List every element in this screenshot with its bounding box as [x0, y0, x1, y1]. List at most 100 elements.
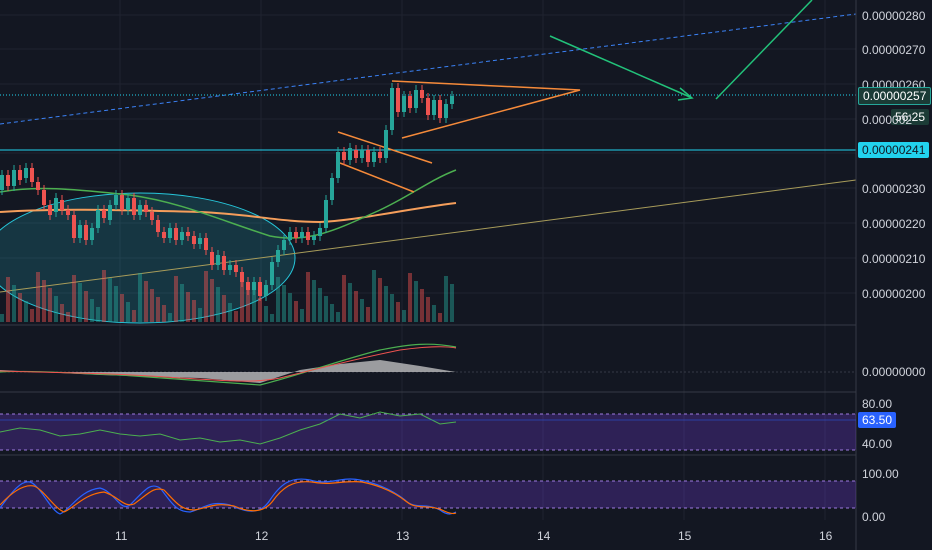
stoch-pane[interactable]	[0, 478, 856, 515]
candles	[0, 83, 454, 301]
stoch-tick-100: 100.00	[862, 467, 899, 481]
candle-body	[0, 175, 4, 190]
candle-body	[396, 88, 400, 112]
candle-body	[186, 232, 190, 236]
candle-body	[258, 282, 262, 296]
candle-body	[384, 130, 388, 158]
x-tick-14: 14	[537, 529, 551, 543]
volume-bar	[222, 295, 226, 322]
volume-bar	[24, 301, 28, 322]
pennant-triangle[interactable]	[391, 80, 581, 139]
flag-lower[interactable]	[339, 162, 415, 193]
volume-bar	[354, 291, 358, 322]
candle-body	[354, 150, 358, 158]
stoch-tick-0: 0.00	[862, 510, 886, 524]
rsi-band	[0, 414, 856, 450]
volume-bar	[168, 313, 172, 322]
candle-body	[276, 250, 280, 262]
volume-bar	[138, 273, 142, 322]
volume-bar	[192, 300, 196, 322]
candle-body	[234, 265, 238, 272]
candle-body	[438, 100, 442, 118]
candle-body	[246, 282, 250, 290]
volume-bar	[246, 282, 250, 322]
volume-bar	[432, 305, 436, 322]
x-tick-15: 15	[678, 529, 692, 543]
candle-body	[306, 232, 310, 240]
pane-separators	[0, 0, 857, 550]
volume-bar	[66, 312, 70, 322]
volume-bar	[198, 308, 202, 322]
candle-body	[78, 225, 82, 238]
candle-body	[282, 240, 286, 250]
candle-body	[426, 98, 430, 115]
rsi-pane[interactable]	[0, 411, 856, 451]
volume-bar	[174, 276, 178, 322]
candle-body	[72, 215, 76, 238]
volume-bar	[390, 294, 394, 322]
volume-bars	[0, 270, 454, 322]
candle-body	[432, 100, 436, 115]
channel-dashed-line[interactable]	[0, 13, 857, 125]
volume-bar	[336, 312, 340, 322]
candle-body	[336, 152, 340, 178]
candle-body	[372, 152, 376, 162]
ma-line-orange	[0, 202, 457, 224]
volume-bar	[54, 296, 58, 322]
candle-body	[168, 228, 172, 238]
candle-body	[90, 228, 94, 240]
y-tick-270: 0.00000270	[862, 43, 926, 57]
rsi-line	[0, 411, 457, 445]
candle-body	[24, 168, 28, 178]
volume-bar	[144, 281, 148, 322]
candle-body	[228, 265, 232, 270]
candle-body	[390, 88, 394, 130]
projection-up-line[interactable]	[715, 0, 813, 100]
macd-zero-label: 0.00000000	[862, 365, 926, 379]
volume-bar	[252, 290, 256, 322]
volume-bar	[78, 283, 82, 322]
candle-body	[162, 232, 166, 238]
macd-pane[interactable]	[0, 343, 856, 386]
y-tick-220: 0.00000220	[862, 217, 926, 231]
volume-bar	[6, 277, 10, 322]
candle-body	[174, 228, 178, 240]
volume-bar	[96, 307, 100, 322]
volume-bar	[72, 275, 76, 322]
volume-bar	[150, 289, 154, 322]
projection-down-line[interactable]	[549, 35, 691, 98]
candle-body	[144, 205, 148, 212]
volume-bar	[228, 303, 232, 322]
volume-bar	[120, 294, 124, 322]
ma-line-green	[0, 169, 457, 239]
volume-bar	[0, 314, 4, 322]
volume-bar	[180, 284, 184, 322]
volume-bar	[36, 272, 40, 322]
volume-bar	[234, 311, 238, 322]
volume-bar	[420, 289, 424, 322]
x-tick-16: 16	[819, 529, 833, 543]
volume-bar	[162, 305, 166, 322]
volume-bar	[30, 309, 34, 322]
current-price-badge[interactable]: 0.00000257	[858, 87, 932, 105]
candle-body	[54, 198, 58, 212]
candle-body	[132, 198, 136, 215]
candle-body	[414, 90, 418, 108]
support-price-badge[interactable]: 0.00000241	[858, 142, 930, 158]
volume-bar	[210, 279, 214, 322]
trend-line-rising[interactable]	[0, 179, 857, 293]
volume-bar	[102, 270, 106, 322]
candle-body	[30, 168, 34, 182]
candle-body	[192, 236, 196, 244]
x-tick-13: 13	[396, 529, 410, 543]
volume-bar	[450, 284, 454, 322]
candle-body	[216, 255, 220, 265]
volume-bar	[114, 286, 118, 322]
candle-body	[156, 220, 160, 232]
y-tick-280: 0.00000280	[862, 9, 926, 23]
candle-body	[312, 236, 316, 240]
volume-bar	[360, 299, 364, 322]
candle-body	[96, 210, 100, 228]
